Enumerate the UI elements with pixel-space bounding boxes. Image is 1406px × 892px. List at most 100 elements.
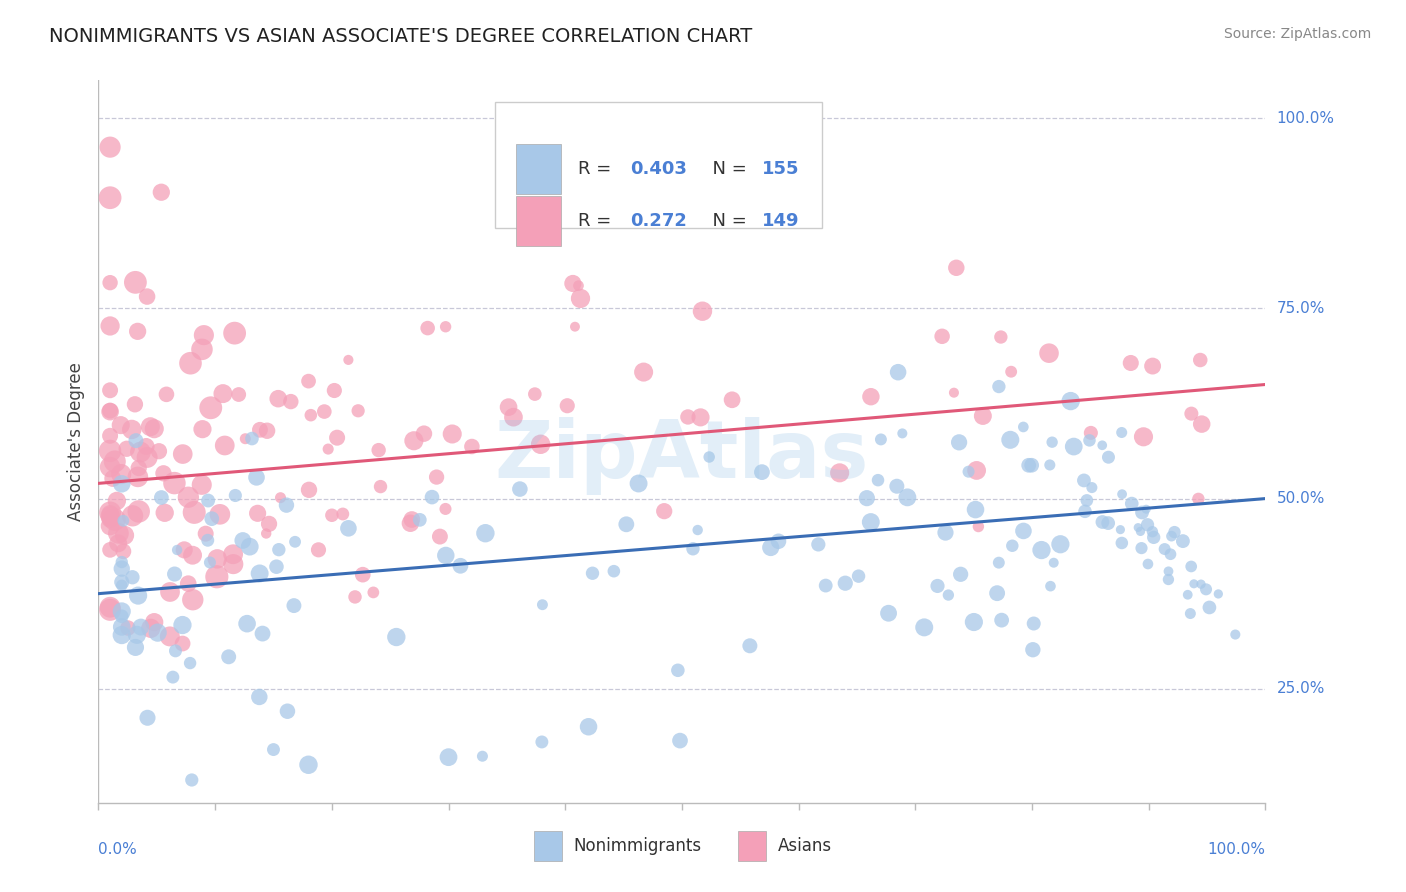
Point xyxy=(98,460,121,475)
Text: 100.0%: 100.0% xyxy=(1208,842,1265,856)
Point xyxy=(1076,493,1098,508)
Point xyxy=(567,278,589,293)
Text: 0.272: 0.272 xyxy=(630,212,688,230)
Point xyxy=(1159,547,1181,561)
Point xyxy=(127,324,149,338)
Point xyxy=(110,418,132,433)
Point xyxy=(942,385,965,400)
Text: 100.0%: 100.0% xyxy=(1277,111,1334,126)
Point xyxy=(111,620,134,634)
Point xyxy=(834,576,856,591)
Point xyxy=(1081,481,1104,495)
Point xyxy=(200,401,222,415)
Point xyxy=(98,506,121,520)
Point xyxy=(957,465,980,479)
Point xyxy=(927,579,949,593)
Point xyxy=(1189,577,1212,591)
Point xyxy=(98,509,121,524)
Point xyxy=(267,542,290,557)
Point xyxy=(1042,556,1064,570)
Point xyxy=(247,690,270,704)
Point xyxy=(152,467,174,481)
Point xyxy=(814,578,837,592)
Point xyxy=(347,404,370,418)
Point xyxy=(848,569,870,583)
Point xyxy=(1012,420,1035,434)
Text: 155: 155 xyxy=(762,161,800,178)
Point xyxy=(1180,407,1202,421)
Point xyxy=(1142,359,1164,373)
Point xyxy=(1136,517,1159,532)
Point xyxy=(856,491,879,505)
Point xyxy=(172,618,194,632)
Point xyxy=(249,566,271,581)
Point xyxy=(474,526,496,541)
Point xyxy=(1177,588,1199,602)
Point xyxy=(104,454,127,468)
Point xyxy=(530,735,553,749)
Point xyxy=(402,434,425,448)
Point xyxy=(759,541,782,555)
Point xyxy=(111,555,134,569)
Point xyxy=(121,508,143,523)
Point xyxy=(117,621,139,635)
Point xyxy=(603,564,626,578)
Point xyxy=(107,526,129,541)
Point xyxy=(1142,524,1164,539)
Point xyxy=(866,473,889,487)
Point xyxy=(1182,576,1205,591)
Text: NONIMMIGRANTS VS ASIAN ASSOCIATE'S DEGREE CORRELATION CHART: NONIMMIGRANTS VS ASIAN ASSOCIATE'S DEGRE… xyxy=(49,27,752,45)
Point xyxy=(163,476,186,491)
Point xyxy=(1012,524,1035,538)
Text: Nonimmigrants: Nonimmigrants xyxy=(574,837,702,855)
Point xyxy=(1021,458,1043,473)
Point xyxy=(1031,543,1053,558)
Point xyxy=(283,599,305,613)
Point xyxy=(321,508,343,523)
Point xyxy=(1040,435,1063,450)
Point xyxy=(172,636,194,650)
Point xyxy=(228,387,250,401)
Point xyxy=(111,628,134,642)
Point xyxy=(965,502,987,516)
Point xyxy=(172,447,194,461)
Point xyxy=(194,526,217,541)
Point xyxy=(125,434,148,448)
Point xyxy=(1126,520,1149,534)
Point xyxy=(1153,542,1175,557)
Point xyxy=(262,742,284,756)
Point xyxy=(828,466,851,480)
Point xyxy=(257,516,280,531)
Point xyxy=(1180,607,1202,621)
Point xyxy=(111,575,134,590)
Point xyxy=(437,750,460,764)
Point xyxy=(1130,541,1153,555)
Point xyxy=(136,450,159,465)
Point xyxy=(912,620,935,634)
Point xyxy=(945,260,967,275)
Point xyxy=(111,561,134,575)
Point xyxy=(1143,530,1166,544)
Point xyxy=(280,394,302,409)
Point xyxy=(1000,365,1022,379)
Point xyxy=(891,426,914,441)
Point xyxy=(128,461,150,475)
Point xyxy=(949,567,972,582)
Point xyxy=(676,409,699,424)
Point xyxy=(1121,497,1143,511)
Point xyxy=(807,537,830,551)
Point xyxy=(127,589,149,603)
Point xyxy=(197,533,219,548)
Point xyxy=(870,433,893,447)
Point xyxy=(887,365,910,379)
Point xyxy=(163,567,186,582)
Point xyxy=(938,588,960,602)
Point xyxy=(652,504,675,518)
Y-axis label: Associate's Degree: Associate's Degree xyxy=(66,362,84,521)
Point xyxy=(124,276,146,290)
Point xyxy=(1171,534,1194,549)
Point xyxy=(564,319,586,334)
Point xyxy=(449,558,471,573)
Point xyxy=(233,432,256,446)
Point xyxy=(1195,582,1218,597)
